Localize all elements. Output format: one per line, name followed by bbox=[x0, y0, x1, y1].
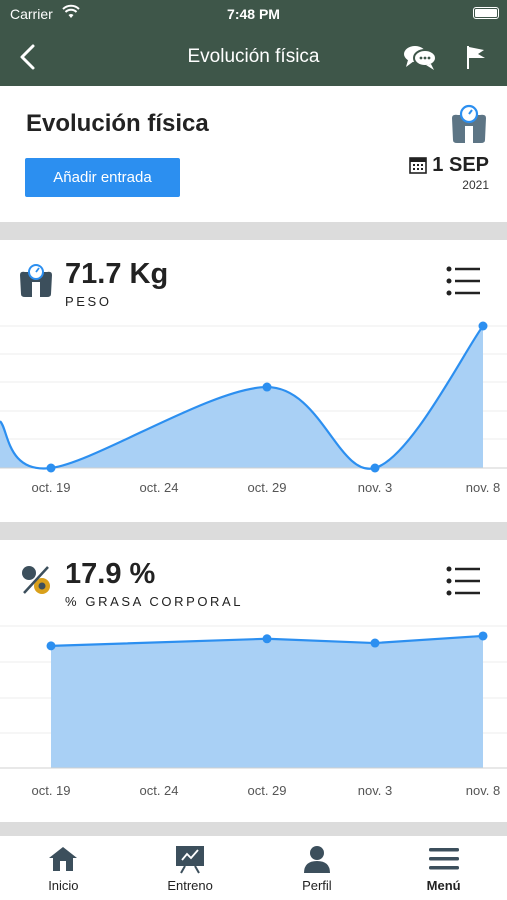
data-point bbox=[262, 382, 272, 392]
x-tick-label: oct. 19 bbox=[31, 480, 70, 495]
selected-date-year: 2021 bbox=[462, 178, 489, 192]
tab-menu[interactable]: Menú bbox=[380, 836, 507, 900]
data-point bbox=[46, 463, 56, 473]
header-card: Evolución física Añadir entrada 1 SEP 20… bbox=[0, 86, 507, 222]
data-point bbox=[370, 638, 380, 648]
series-area bbox=[0, 326, 483, 469]
selected-date-day[interactable]: 1 SEP bbox=[432, 154, 489, 176]
x-tick-label: nov. 8 bbox=[466, 783, 500, 798]
user-icon bbox=[303, 846, 330, 873]
scale-icon bbox=[20, 264, 52, 297]
data-point bbox=[370, 463, 380, 473]
tab-label: Inicio bbox=[48, 878, 79, 893]
page-title: Evolución física bbox=[26, 110, 209, 137]
status-bar: Carrier 7:48 PM bbox=[0, 0, 507, 28]
clock: 7:48 PM bbox=[227, 6, 280, 22]
weight-card: 71.7 Kg PESO oct. 19 oct. 24 oct. 29 nov. 3… bbox=[0, 240, 507, 522]
calendar-icon bbox=[409, 157, 427, 174]
tab-bar: Inicio Entreno Perfil Menú bbox=[0, 836, 507, 900]
x-tick-label: oct. 24 bbox=[139, 480, 178, 495]
whiteboard-icon bbox=[176, 846, 205, 874]
x-tick-label: oct. 19 bbox=[31, 783, 70, 798]
list-icon[interactable] bbox=[444, 564, 482, 598]
series-line bbox=[50, 634, 484, 647]
battery-icon bbox=[473, 7, 499, 19]
tab-label: Entreno bbox=[167, 878, 213, 893]
data-point bbox=[46, 641, 56, 651]
body-fat-chart: oct. 19 oct. 24 oct. 29 nov. 3 nov. 8 bbox=[0, 625, 507, 798]
data-point bbox=[478, 631, 488, 641]
x-tick-label: oct. 29 bbox=[247, 783, 286, 798]
weight-value: 71.7 Kg bbox=[65, 258, 169, 290]
weight-label: PESO bbox=[65, 294, 112, 309]
carrier-label: Carrier bbox=[10, 6, 53, 22]
body-fat-value: 17.9 % bbox=[65, 558, 156, 590]
x-tick-label: nov. 8 bbox=[466, 480, 500, 495]
data-point bbox=[262, 634, 272, 644]
tab-perfil[interactable]: Perfil bbox=[254, 836, 381, 900]
x-tick-label: nov. 3 bbox=[358, 783, 392, 798]
tab-label: Perfil bbox=[302, 878, 332, 893]
body-scale-icon[interactable] bbox=[448, 104, 490, 144]
body-fat-label: % GRASA CORPORAL bbox=[65, 594, 244, 609]
tab-inicio[interactable]: Inicio bbox=[0, 836, 127, 900]
nav-title: Evolución física bbox=[187, 46, 320, 67]
wifi-icon bbox=[62, 4, 80, 18]
hamburger-icon bbox=[428, 848, 459, 870]
data-point bbox=[478, 321, 488, 331]
body-fat-card: 17.9 % % GRASA CORPORAL oct. 19 oct. 24 oc… bbox=[0, 540, 507, 822]
x-tick-label: nov. 3 bbox=[358, 480, 392, 495]
home-icon bbox=[49, 847, 78, 871]
tab-label: Menú bbox=[426, 878, 461, 893]
chat-icon[interactable] bbox=[402, 42, 438, 72]
tab-entreno[interactable]: Entreno bbox=[127, 836, 254, 900]
x-tick-label: oct. 29 bbox=[247, 480, 286, 495]
add-entry-button[interactable]: Añadir entrada bbox=[25, 158, 180, 197]
list-icon[interactable] bbox=[444, 264, 482, 298]
percent-icon bbox=[22, 566, 50, 594]
nav-bar: Evolución física bbox=[0, 28, 507, 86]
back-icon[interactable] bbox=[12, 40, 46, 74]
x-tick-label: oct. 24 bbox=[139, 783, 178, 798]
flag-icon[interactable] bbox=[460, 42, 490, 72]
weight-chart: oct. 19 oct. 24 oct. 29 nov. 3 nov. 8 bbox=[0, 321, 507, 495]
series-area bbox=[51, 635, 483, 768]
